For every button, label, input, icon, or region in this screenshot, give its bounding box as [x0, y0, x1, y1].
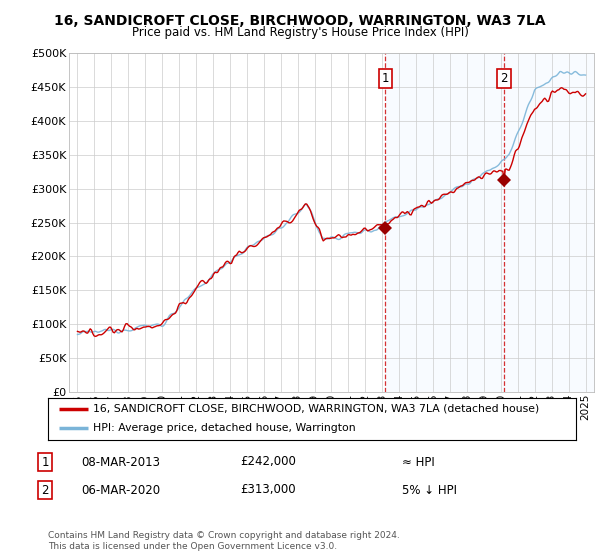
Text: HPI: Average price, detached house, Warrington: HPI: Average price, detached house, Warr… — [93, 423, 356, 433]
Text: 2: 2 — [500, 72, 508, 86]
Text: Contains HM Land Registry data © Crown copyright and database right 2024.: Contains HM Land Registry data © Crown c… — [48, 531, 400, 540]
Text: Price paid vs. HM Land Registry's House Price Index (HPI): Price paid vs. HM Land Registry's House … — [131, 26, 469, 39]
Text: 06-MAR-2020: 06-MAR-2020 — [81, 483, 160, 497]
Bar — [385, 53, 594, 392]
Text: 16, SANDICROFT CLOSE, BIRCHWOOD, WARRINGTON, WA3 7LA: 16, SANDICROFT CLOSE, BIRCHWOOD, WARRING… — [54, 14, 546, 28]
Text: £242,000: £242,000 — [240, 455, 296, 469]
Text: 16, SANDICROFT CLOSE, BIRCHWOOD, WARRINGTON, WA3 7LA (detached house): 16, SANDICROFT CLOSE, BIRCHWOOD, WARRING… — [93, 404, 539, 414]
Text: £313,000: £313,000 — [240, 483, 296, 497]
Text: ≈ HPI: ≈ HPI — [402, 455, 435, 469]
Text: 08-MAR-2013: 08-MAR-2013 — [81, 455, 160, 469]
Text: 2: 2 — [41, 483, 49, 497]
Text: 1: 1 — [41, 455, 49, 469]
Text: 5% ↓ HPI: 5% ↓ HPI — [402, 483, 457, 497]
Text: This data is licensed under the Open Government Licence v3.0.: This data is licensed under the Open Gov… — [48, 542, 337, 551]
Text: 1: 1 — [382, 72, 389, 86]
